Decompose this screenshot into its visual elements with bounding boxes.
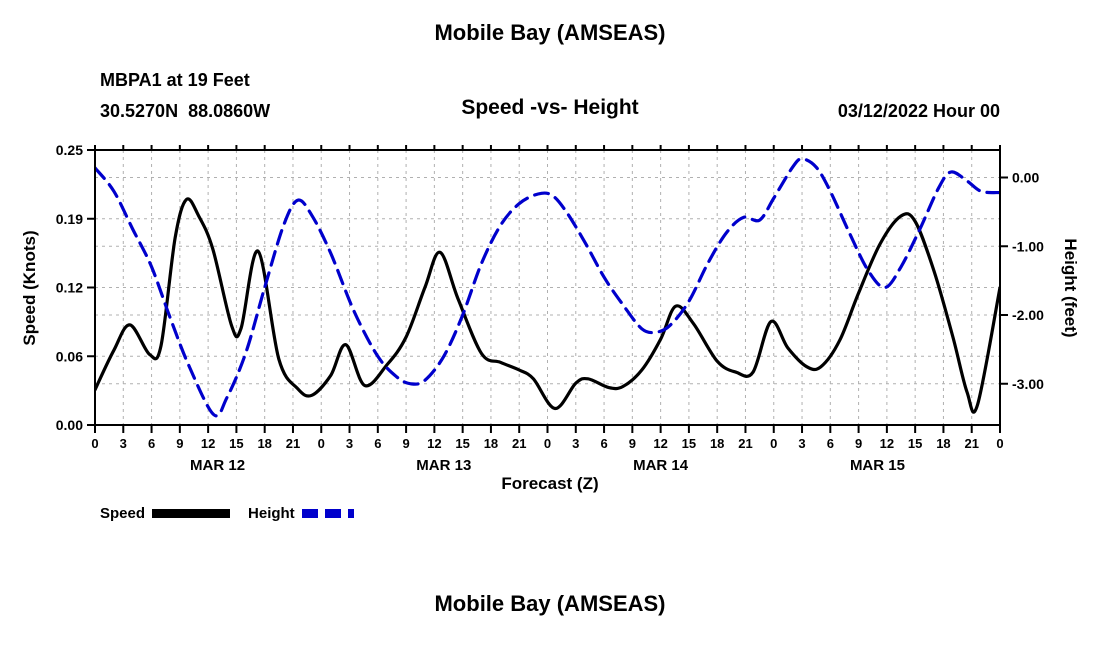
station-id: MBPA1 at 19 Feet [100,70,250,90]
x-tick-label: 9 [855,436,862,451]
series-lines [95,157,1000,418]
x-tick-label: 12 [201,436,215,451]
height-tick-label: -2.00 [1012,307,1044,323]
x-tick-label: 6 [600,436,607,451]
speed-tick-label: 0.25 [56,142,83,158]
x-tick-label: 12 [880,436,894,451]
x-tick-label: 18 [484,436,498,451]
x-tick-label: 18 [710,436,724,451]
x-tick-label: 3 [572,436,579,451]
speed-tick-label: 0.06 [56,348,83,364]
height-tick-label: -1.00 [1012,238,1044,254]
x-tick-label: 0 [996,436,1003,451]
x-tick-label: 0 [91,436,98,451]
speed-tick-label: 0.12 [56,280,83,296]
legend-height-swatch [301,509,354,518]
day-label: MAR 13 [416,457,471,474]
legend-speed-swatch [152,509,231,518]
chart-title-bottom: Mobile Bay (AMSEAS) [434,591,666,616]
legend-height-label: Height [248,505,295,522]
x-tick-label: 21 [512,436,526,451]
speed-tick-label: 0.00 [56,417,83,433]
x-tick-label: 15 [682,436,696,451]
x-tick-label: 9 [402,436,409,451]
x-tick-label: 12 [653,436,667,451]
x-tick-label: 0 [318,436,325,451]
height-tick-label: 0.00 [1012,170,1039,186]
chart-subtitle: Speed -vs- Height [461,96,639,119]
x-tick-label: 21 [286,436,300,451]
x-tick-label: 3 [120,436,127,451]
grid-lines [95,150,1000,425]
x-tick-label: 15 [908,436,922,451]
x-tick-label: 21 [964,436,978,451]
day-label: MAR 15 [850,457,905,474]
x-axis-label: Forecast (Z) [501,474,599,493]
x-tick-label: 6 [374,436,381,451]
station-coordinates: 30.5270N 88.0860W [100,101,271,121]
x-tick-label: 6 [148,436,155,451]
axis-ticks [87,145,1008,433]
tick-labels: 0 3 6 9 12 15 18 21 0 3 6 9 12 15 18 21 0 3 6 9 12 15 18 21 0 3 6 9… [56,142,1044,474]
series-line-speed [95,197,1000,414]
x-tick-label: 6 [827,436,834,451]
chart-title-top: Mobile Bay (AMSEAS) [434,20,666,45]
series-line-height [95,157,1000,418]
x-tick-label: 18 [257,436,271,451]
day-label: MAR 12 [190,457,245,474]
x-tick-label: 0 [544,436,551,451]
speed-tick-label: 0.19 [56,211,83,227]
x-tick-label: 3 [798,436,805,451]
x-tick-label: 18 [936,436,950,451]
legend: Speed Height [100,505,354,522]
x-tick-label: 9 [176,436,183,451]
height-tick-label: -3.00 [1012,376,1044,392]
day-label: MAR 14 [633,457,689,474]
x-tick-label: 3 [346,436,353,451]
x-tick-label: 9 [629,436,636,451]
x-tick-label: 21 [738,436,752,451]
x-tick-label: 12 [427,436,441,451]
x-tick-label: 15 [229,436,243,451]
legend-speed-label: Speed [100,505,146,522]
x-tick-label: 15 [455,436,469,451]
x-tick-label: 0 [770,436,777,451]
forecast-datetime: 03/12/2022 Hour 00 [837,101,1000,121]
